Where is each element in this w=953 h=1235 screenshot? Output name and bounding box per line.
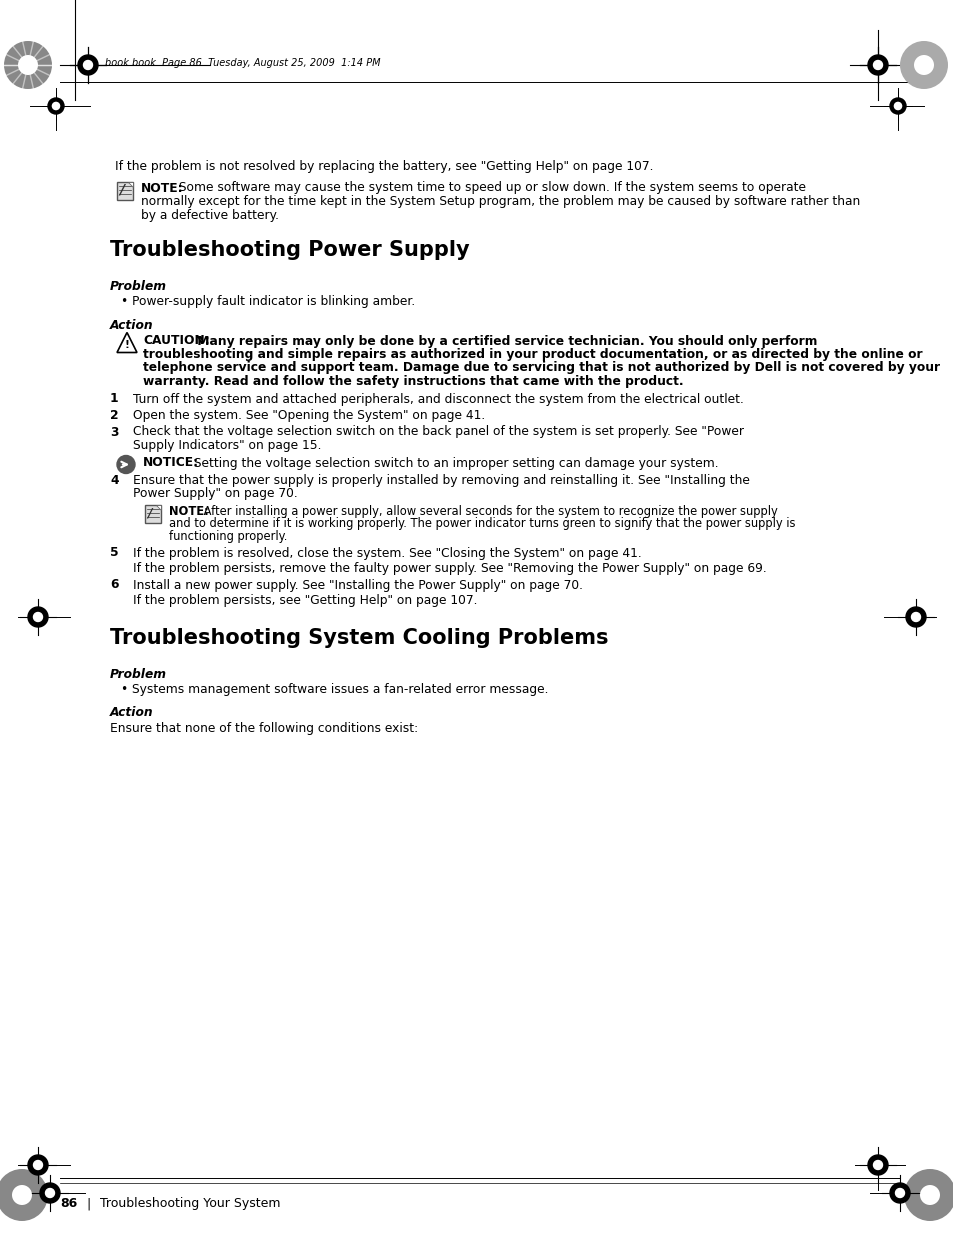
Circle shape — [84, 61, 92, 69]
Text: Power Supply" on page 70.: Power Supply" on page 70. — [132, 488, 297, 500]
Text: •: • — [120, 295, 127, 309]
Circle shape — [905, 606, 925, 627]
Circle shape — [873, 1161, 882, 1170]
Text: /: / — [147, 506, 152, 519]
Circle shape — [867, 56, 887, 75]
Text: Many repairs may only be done by a certified service technician. You should only: Many repairs may only be done by a certi… — [193, 335, 817, 347]
Circle shape — [40, 1183, 60, 1203]
Text: Setting the voltage selection switch to an improper setting can damage your syst: Setting the voltage selection switch to … — [190, 457, 718, 469]
Text: telephone service and support team. Damage due to servicing that is not authoriz: telephone service and support team. Dama… — [143, 362, 939, 374]
Circle shape — [889, 1183, 909, 1203]
Circle shape — [873, 61, 882, 69]
Text: warranty. Read and follow the safety instructions that came with the product.: warranty. Read and follow the safety ins… — [143, 375, 683, 388]
Text: Action: Action — [110, 706, 153, 720]
Text: Ensure that none of the following conditions exist:: Ensure that none of the following condit… — [110, 722, 417, 735]
Text: Some software may cause the system time to speed up or slow down. If the system : Some software may cause the system time … — [174, 182, 805, 194]
Text: •: • — [120, 683, 127, 697]
Text: CAUTION:: CAUTION: — [143, 335, 210, 347]
Circle shape — [899, 41, 947, 89]
Text: Action: Action — [110, 319, 153, 332]
Text: Troubleshooting Your System: Troubleshooting Your System — [100, 1197, 280, 1210]
Text: Problem: Problem — [110, 667, 167, 680]
Polygon shape — [156, 505, 161, 510]
Circle shape — [910, 613, 920, 621]
Circle shape — [28, 606, 48, 627]
Circle shape — [894, 103, 901, 110]
Text: 1: 1 — [110, 393, 118, 405]
Circle shape — [4, 41, 52, 89]
Text: normally except for the time kept in the System Setup program, the problem may b: normally except for the time kept in the… — [141, 195, 860, 207]
Text: Troubleshooting System Cooling Problems: Troubleshooting System Cooling Problems — [110, 627, 608, 647]
Circle shape — [52, 103, 59, 110]
Text: Ensure that the power supply is properly installed by removing and reinstalling : Ensure that the power supply is properly… — [132, 474, 749, 487]
Circle shape — [33, 1161, 43, 1170]
Text: and to determine if it is working properly. The power indicator turns green to s: and to determine if it is working proper… — [169, 517, 795, 531]
Circle shape — [867, 1155, 887, 1174]
Text: 86: 86 — [60, 1197, 77, 1210]
Text: Systems management software issues a fan-related error message.: Systems management software issues a fan… — [132, 683, 548, 697]
FancyBboxPatch shape — [145, 505, 161, 522]
Text: NOTICE:: NOTICE: — [143, 457, 199, 469]
Text: After installing a power supply, allow several seconds for the system to recogni: After installing a power supply, allow s… — [200, 505, 777, 517]
Text: NOTE:: NOTE: — [141, 182, 183, 194]
Circle shape — [28, 1155, 48, 1174]
Text: If the problem persists, see "Getting Help" on page 107.: If the problem persists, see "Getting He… — [132, 594, 477, 606]
Text: 4: 4 — [110, 474, 118, 487]
Circle shape — [18, 56, 38, 75]
FancyBboxPatch shape — [117, 182, 132, 200]
Text: by a defective battery.: by a defective battery. — [141, 209, 278, 221]
Circle shape — [919, 1186, 939, 1205]
Text: /: / — [119, 183, 124, 196]
Text: Open the system. See "Opening the System" on page 41.: Open the system. See "Opening the System… — [132, 409, 485, 422]
Circle shape — [12, 1186, 32, 1205]
Circle shape — [33, 613, 43, 621]
Text: If the problem persists, remove the faulty power supply. See "Removing the Power: If the problem persists, remove the faul… — [132, 562, 766, 576]
Circle shape — [913, 56, 933, 75]
Text: If the problem is resolved, close the system. See "Closing the System" on page 4: If the problem is resolved, close the sy… — [132, 547, 641, 559]
Text: 2: 2 — [110, 409, 118, 422]
Text: troubleshooting and simple repairs as authorized in your product documentation, : troubleshooting and simple repairs as au… — [143, 348, 922, 361]
Text: NOTE:: NOTE: — [169, 505, 209, 517]
Text: functioning properly.: functioning properly. — [169, 530, 287, 543]
Circle shape — [889, 98, 905, 114]
Text: If the problem is not resolved by replacing the battery, see "Getting Help" on p: If the problem is not resolved by replac… — [115, 161, 653, 173]
Text: 6: 6 — [110, 578, 118, 592]
Text: Install a new power supply. See "Installing the Power Supply" on page 70.: Install a new power supply. See "Install… — [132, 578, 582, 592]
Text: Turn off the system and attached peripherals, and disconnect the system from the: Turn off the system and attached periphe… — [132, 393, 743, 405]
Text: Power-supply fault indicator is blinking amber.: Power-supply fault indicator is blinking… — [132, 295, 415, 309]
Text: 5: 5 — [110, 547, 118, 559]
Circle shape — [78, 56, 98, 75]
Text: Problem: Problem — [110, 280, 167, 293]
Text: |: | — [75, 1197, 103, 1210]
Text: Troubleshooting Power Supply: Troubleshooting Power Supply — [110, 240, 469, 261]
Circle shape — [117, 456, 135, 473]
Circle shape — [46, 1188, 54, 1198]
Circle shape — [0, 1170, 48, 1221]
Circle shape — [48, 98, 64, 114]
Text: 3: 3 — [110, 426, 118, 438]
Circle shape — [903, 1170, 953, 1221]
Text: !: ! — [125, 340, 130, 350]
Text: Supply Indicators" on page 15.: Supply Indicators" on page 15. — [132, 438, 321, 452]
Text: Check that the voltage selection switch on the back panel of the system is set p: Check that the voltage selection switch … — [132, 426, 743, 438]
Polygon shape — [128, 182, 132, 186]
Text: book.book  Page 86  Tuesday, August 25, 2009  1:14 PM: book.book Page 86 Tuesday, August 25, 20… — [105, 58, 380, 68]
Circle shape — [895, 1188, 903, 1198]
